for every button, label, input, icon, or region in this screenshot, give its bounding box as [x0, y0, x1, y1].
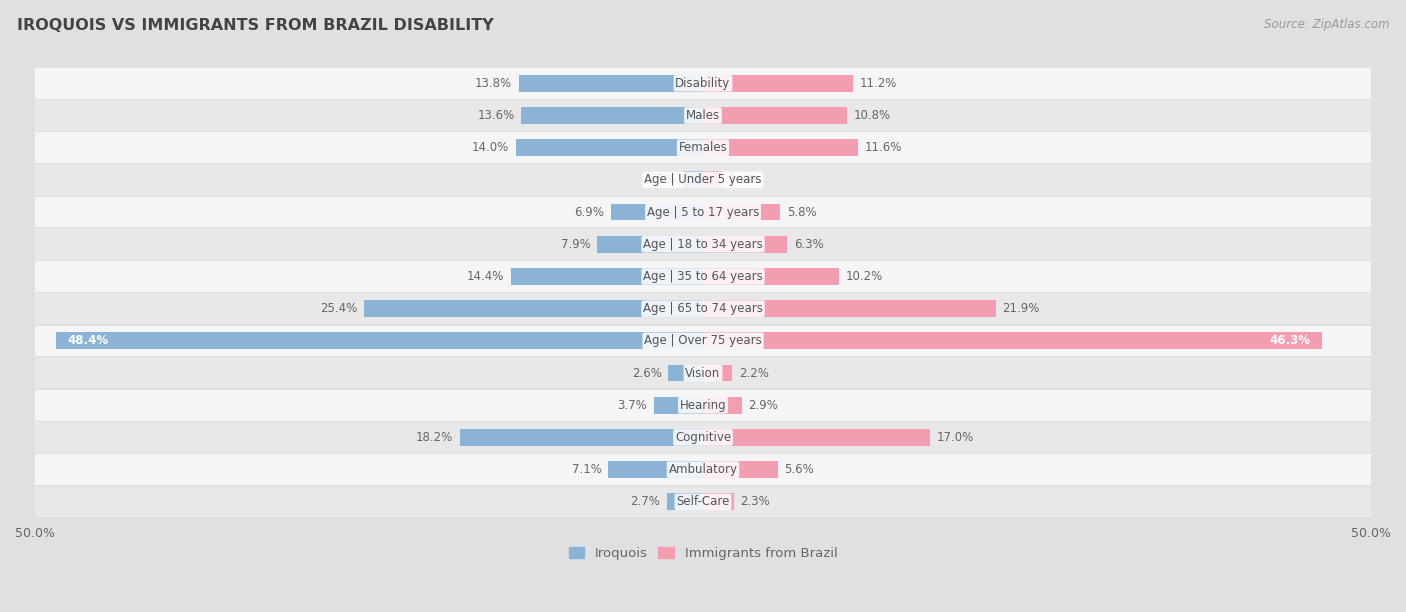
Bar [35, 197, 1371, 228]
Bar [668, 365, 703, 381]
Bar [703, 268, 839, 285]
Text: 2.2%: 2.2% [740, 367, 769, 379]
Bar [703, 107, 848, 124]
Text: 11.6%: 11.6% [865, 141, 903, 154]
Bar [35, 390, 1371, 420]
Text: 7.1%: 7.1% [572, 463, 602, 476]
Bar [703, 429, 931, 446]
Text: 6.9%: 6.9% [574, 206, 605, 218]
Text: Males: Males [686, 109, 720, 122]
Bar [703, 204, 780, 220]
Bar [610, 204, 703, 220]
Bar [609, 461, 703, 478]
Text: 7.9%: 7.9% [561, 238, 591, 251]
Text: 10.8%: 10.8% [853, 109, 891, 122]
Text: Cognitive: Cognitive [675, 431, 731, 444]
Text: 2.7%: 2.7% [630, 495, 661, 509]
Text: 1.4%: 1.4% [728, 173, 758, 187]
Text: 5.8%: 5.8% [787, 206, 817, 218]
Text: 11.2%: 11.2% [859, 76, 897, 90]
Text: Age | 18 to 34 years: Age | 18 to 34 years [643, 238, 763, 251]
Bar [56, 332, 703, 349]
Text: 14.4%: 14.4% [467, 270, 503, 283]
Text: Age | Under 5 years: Age | Under 5 years [644, 173, 762, 187]
Bar [510, 268, 703, 285]
Text: 2.9%: 2.9% [748, 399, 779, 412]
Bar [598, 236, 703, 253]
Text: IROQUOIS VS IMMIGRANTS FROM BRAZIL DISABILITY: IROQUOIS VS IMMIGRANTS FROM BRAZIL DISAB… [17, 18, 494, 34]
Text: 14.0%: 14.0% [472, 141, 509, 154]
Text: 2.6%: 2.6% [631, 367, 662, 379]
Bar [516, 140, 703, 156]
Bar [35, 454, 1371, 485]
Text: 48.4%: 48.4% [67, 334, 108, 348]
Bar [703, 332, 1322, 349]
Text: 21.9%: 21.9% [1002, 302, 1039, 315]
Text: 6.3%: 6.3% [794, 238, 824, 251]
Bar [35, 293, 1371, 324]
Bar [703, 236, 787, 253]
Text: 5.6%: 5.6% [785, 463, 814, 476]
Text: 13.6%: 13.6% [478, 109, 515, 122]
Text: 18.2%: 18.2% [416, 431, 453, 444]
Text: Age | Over 75 years: Age | Over 75 years [644, 334, 762, 348]
Bar [35, 100, 1371, 131]
Text: Age | 5 to 17 years: Age | 5 to 17 years [647, 206, 759, 218]
Text: Source: ZipAtlas.com: Source: ZipAtlas.com [1264, 18, 1389, 31]
Bar [683, 171, 703, 188]
Bar [703, 75, 852, 92]
Bar [703, 140, 858, 156]
Text: Ambulatory: Ambulatory [668, 463, 738, 476]
Text: 17.0%: 17.0% [936, 431, 974, 444]
Bar [35, 422, 1371, 453]
Bar [35, 165, 1371, 195]
Bar [666, 493, 703, 510]
Text: Hearing: Hearing [679, 399, 727, 412]
Text: 1.5%: 1.5% [647, 173, 676, 187]
Bar [35, 326, 1371, 356]
Bar [35, 261, 1371, 292]
Bar [522, 107, 703, 124]
Text: Self-Care: Self-Care [676, 495, 730, 509]
Text: 2.3%: 2.3% [741, 495, 770, 509]
Bar [35, 229, 1371, 259]
Text: 3.7%: 3.7% [617, 399, 647, 412]
Text: Females: Females [679, 141, 727, 154]
Text: 25.4%: 25.4% [319, 302, 357, 315]
Bar [703, 461, 778, 478]
Bar [364, 300, 703, 317]
Bar [35, 358, 1371, 389]
Text: Disability: Disability [675, 76, 731, 90]
Legend: Iroquois, Immigrants from Brazil: Iroquois, Immigrants from Brazil [564, 541, 842, 565]
Bar [519, 75, 703, 92]
Bar [654, 397, 703, 414]
Text: 10.2%: 10.2% [846, 270, 883, 283]
Text: Vision: Vision [685, 367, 721, 379]
Bar [460, 429, 703, 446]
Text: Age | 35 to 64 years: Age | 35 to 64 years [643, 270, 763, 283]
Bar [703, 397, 742, 414]
Bar [703, 493, 734, 510]
Bar [703, 300, 995, 317]
Text: 13.8%: 13.8% [475, 76, 512, 90]
Bar [703, 365, 733, 381]
Bar [35, 132, 1371, 163]
Bar [703, 171, 721, 188]
Text: Age | 65 to 74 years: Age | 65 to 74 years [643, 302, 763, 315]
Bar [35, 68, 1371, 99]
Text: 46.3%: 46.3% [1270, 334, 1310, 348]
Bar [35, 487, 1371, 517]
